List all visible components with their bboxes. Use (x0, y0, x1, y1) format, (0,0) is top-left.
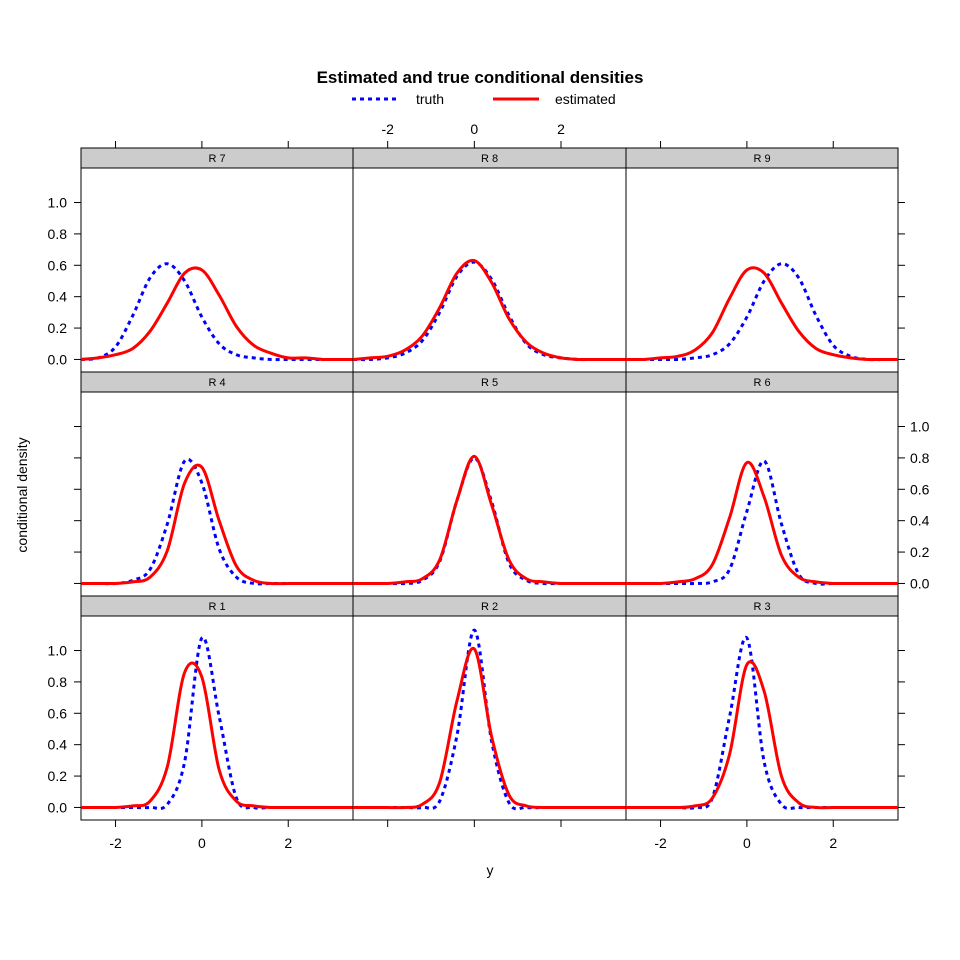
y-tick-label-left: 0.2 (48, 320, 68, 336)
x-tick-label-top: 0 (470, 121, 478, 137)
y-tick-label-right: 0.0 (910, 575, 930, 591)
truth-curve (80, 262, 353, 362)
panel-strip-label: R 4 (208, 377, 225, 389)
estimated-curve (625, 460, 898, 586)
panel-r4: R 4 (80, 371, 354, 597)
panel-frame (352, 167, 627, 373)
estimated-curve (80, 266, 353, 362)
panel-r1: R 1 (80, 595, 354, 821)
y-tick-label-right: 0.6 (910, 481, 930, 497)
x-tick-label-top: 2 (557, 121, 565, 137)
x-tick-label-bottom: 2 (284, 835, 292, 851)
truth-curve (352, 456, 626, 586)
estimated-curve (352, 646, 626, 810)
x-tick-label-top: -2 (381, 121, 394, 137)
panel-r8: R 8 (352, 147, 627, 373)
y-axis-label: conditional density (14, 437, 30, 552)
panel-strip-label: R 8 (481, 153, 498, 165)
estimated-curve (352, 258, 626, 362)
panel-r9: R 9 (625, 147, 899, 373)
panel-r5: R 5 (352, 371, 627, 597)
y-tick-label-left: 0.4 (48, 289, 68, 305)
truth-curve (625, 636, 898, 811)
truth-curve (80, 636, 353, 811)
panel-r6: R 6 (625, 371, 899, 597)
x-tick-label-bottom: 2 (829, 835, 837, 851)
x-tick-label-bottom: -2 (109, 835, 122, 851)
panels: R 7 R 8 R 9 R 4 R 5 R 6 R 1 R 2 R 3 -2 -2 -2 0 0 0 2 2 2 0… (48, 121, 930, 851)
estimated-curve (80, 463, 353, 586)
estimated-curve (625, 660, 898, 810)
panel-r2: R 2 (352, 595, 627, 821)
panel-frame (80, 391, 354, 597)
estimated-curve (352, 454, 626, 586)
estimated-curve (625, 266, 898, 362)
truth-curve (626, 262, 898, 362)
legend-truth-label: truth (416, 91, 444, 107)
truth-curve (80, 457, 353, 586)
x-tick-label-bottom: 0 (198, 835, 206, 851)
panel-r7: R 7 (80, 147, 354, 373)
panel-strip-label: R 6 (753, 377, 770, 389)
x-tick-label-bottom: -2 (654, 835, 667, 851)
estimated-curve (80, 661, 353, 810)
panel-strip-label: R 2 (481, 601, 498, 613)
y-tick-label-right: 0.4 (910, 513, 930, 529)
y-tick-label-right: 0.2 (910, 544, 930, 560)
panel-strip-label: R 1 (208, 601, 225, 613)
legend: truth estimated (352, 91, 616, 107)
y-tick-label-left: 0.8 (48, 226, 68, 242)
panel-strip-label: R 3 (753, 601, 770, 613)
y-tick-label-right: 0.8 (910, 450, 930, 466)
panel-frame (625, 615, 899, 821)
y-tick-label-left: 0.2 (48, 768, 68, 784)
panel-frame (80, 615, 354, 821)
y-tick-label-left: 0.0 (48, 799, 68, 815)
chart-title: Estimated and true conditional densities (317, 68, 644, 87)
legend-estimated-label: estimated (555, 91, 616, 107)
truth-curve (625, 459, 898, 586)
y-tick-label-left: 0.6 (48, 705, 68, 721)
panel-r3: R 3 (625, 595, 899, 821)
y-tick-label-left: 0.4 (48, 737, 68, 753)
y-tick-label-left: 0.8 (48, 674, 68, 690)
y-tick-label-left: 1.0 (48, 195, 68, 211)
panel-strip-label: R 5 (481, 377, 498, 389)
axes: -2 -2 -2 0 0 0 2 2 2 0.0 0.0 0.0 0.2 0.2 0.2 0.4 0.4 0.4 0… (48, 121, 930, 851)
panel-strip-label: R 7 (208, 153, 225, 165)
y-tick-label-right: 1.0 (910, 419, 930, 435)
x-axis-label: y (487, 862, 494, 878)
y-tick-label-left: 0.0 (48, 351, 68, 367)
y-tick-label-left: 1.0 (48, 643, 68, 659)
x-tick-label-bottom: 0 (743, 835, 751, 851)
y-tick-label-left: 0.6 (48, 257, 68, 273)
panel-strip-label: R 9 (753, 153, 770, 165)
